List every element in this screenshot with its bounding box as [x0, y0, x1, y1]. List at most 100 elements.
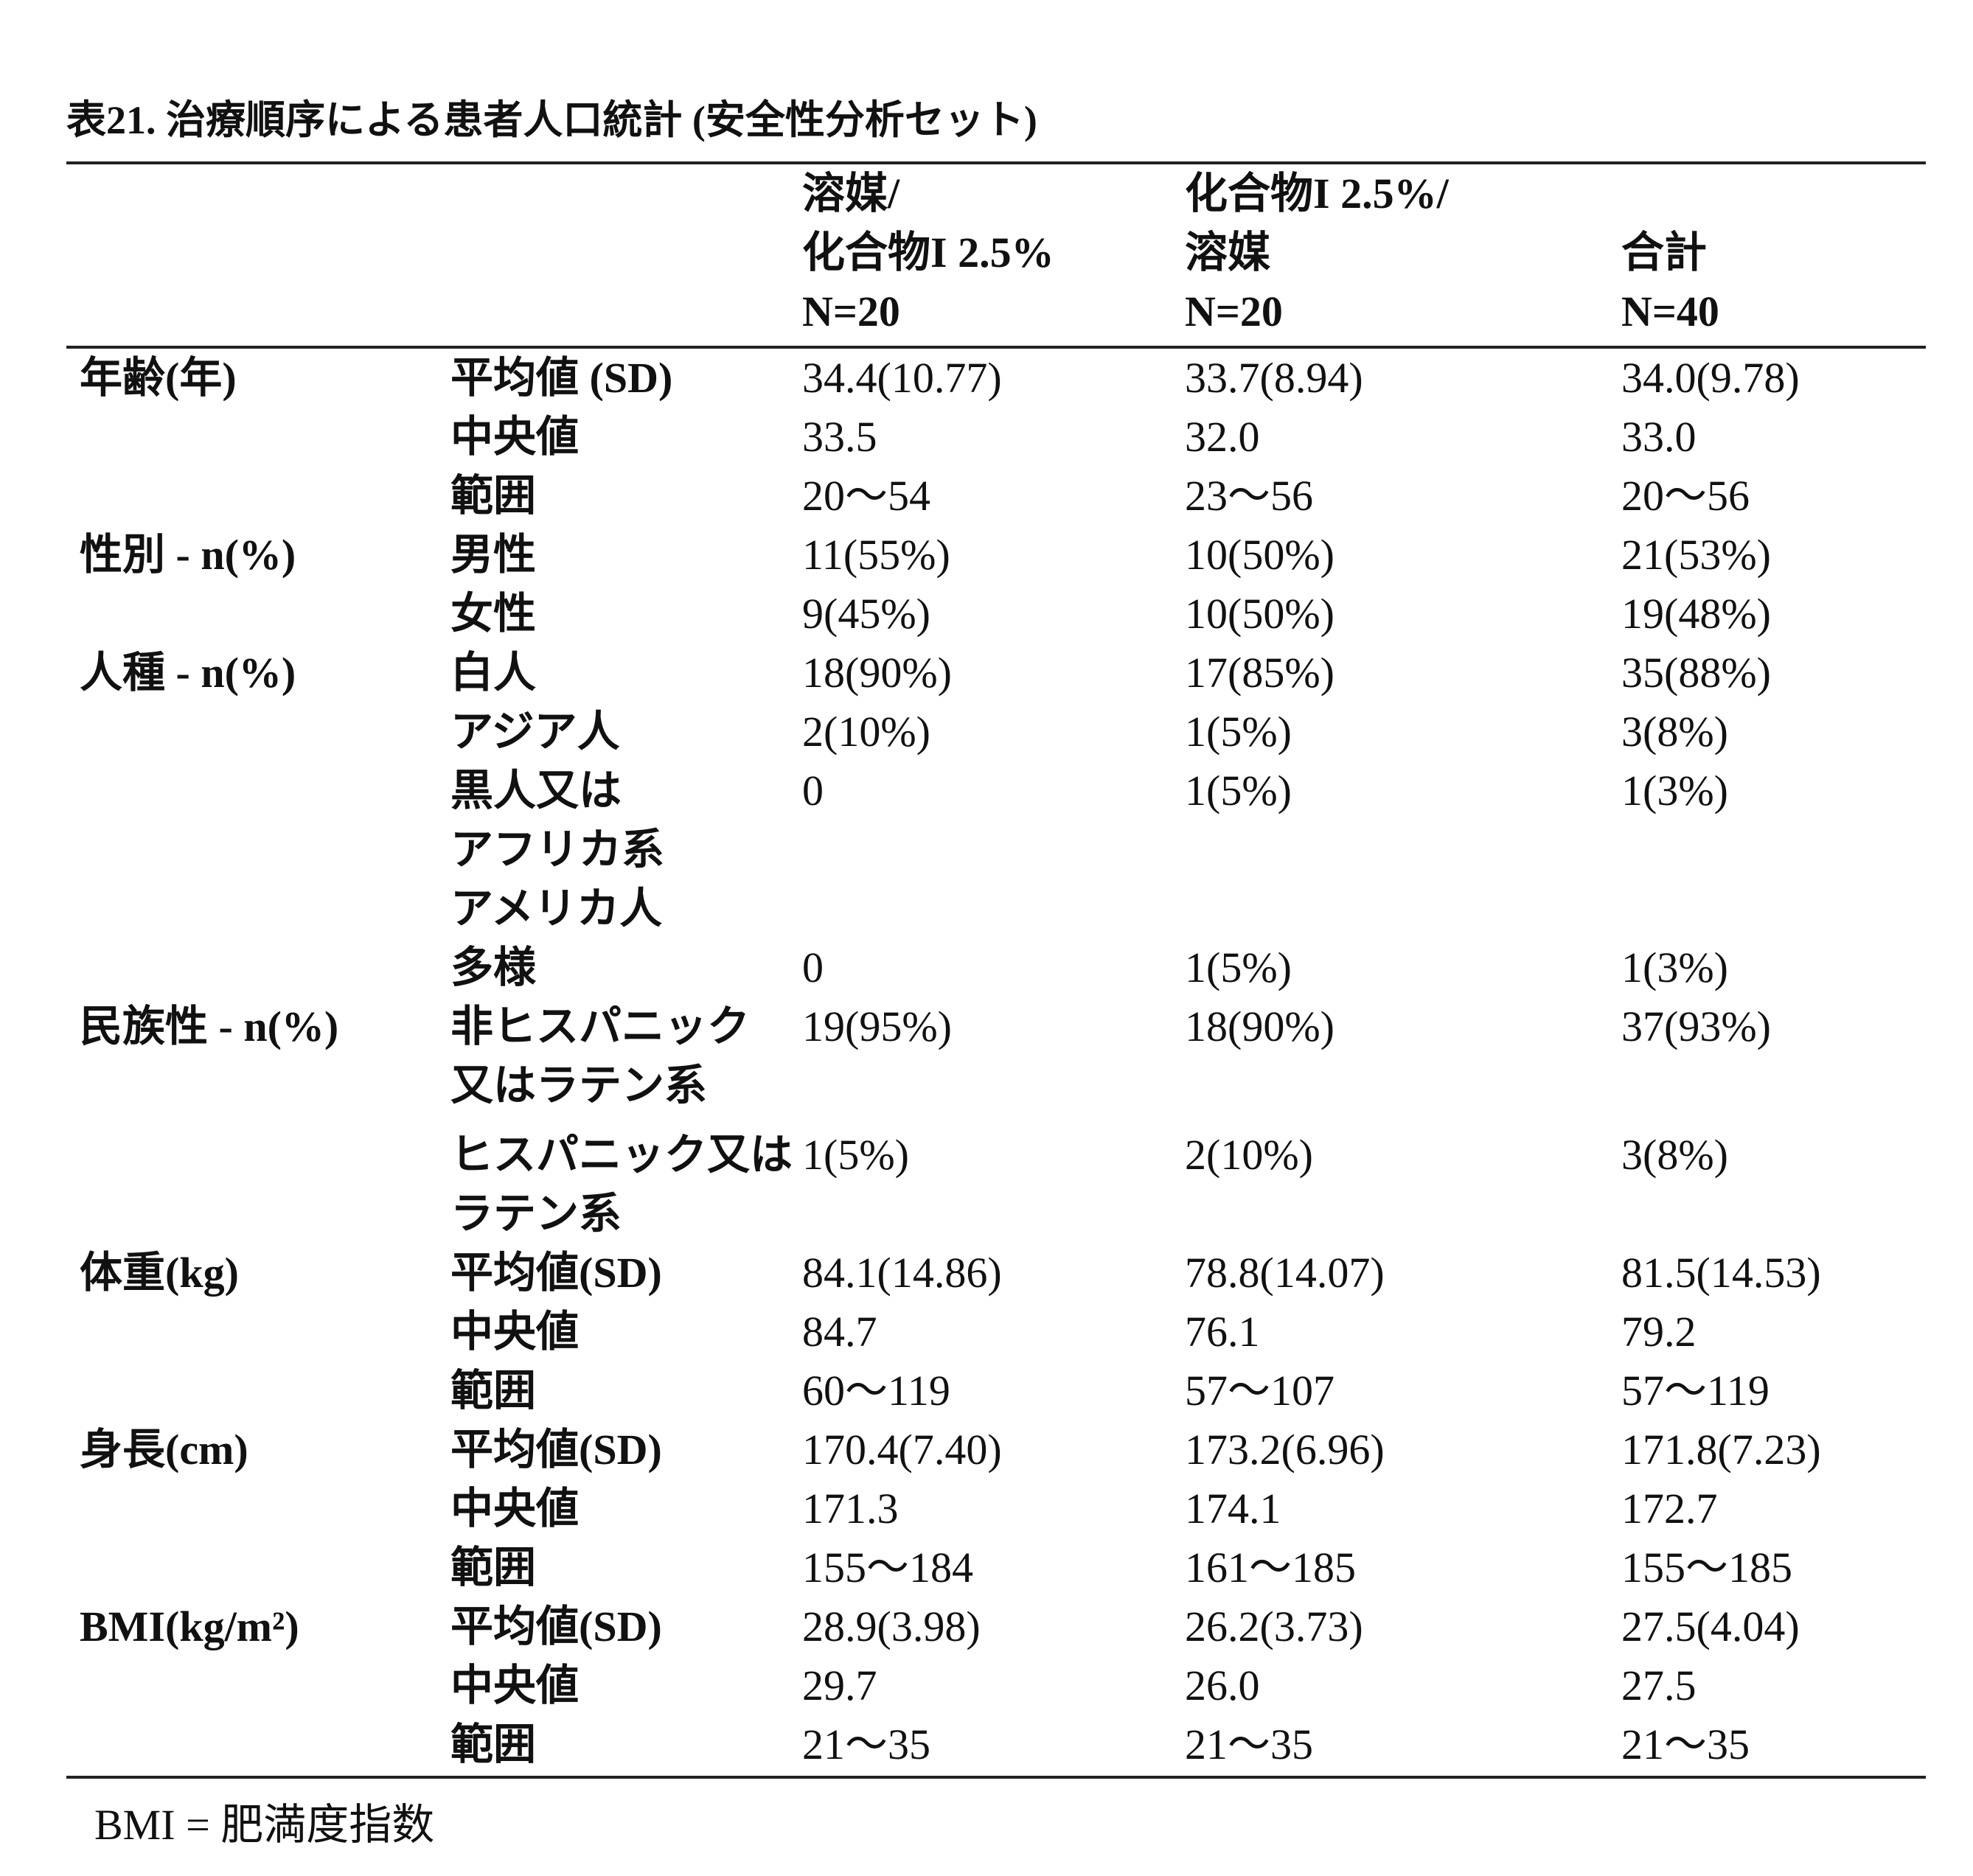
group-label: 身長(cm): [66, 1420, 450, 1479]
value-cell: 9(45%): [802, 585, 1185, 644]
group-label: 民族性 - n(%): [66, 997, 450, 1115]
value-cell: 35(88%): [1621, 644, 1926, 702]
group-label: [66, 1303, 450, 1361]
value-cell: 19(48%): [1621, 585, 1926, 644]
row-label: 中央値: [450, 1656, 802, 1715]
value-cell: 27.5(4.04): [1621, 1597, 1926, 1656]
group-label: 性別 - n(%): [66, 526, 450, 585]
table-header: 溶媒/ 化合物I 2.5% N=20化合物I 2.5%/ 溶媒 N=20合計 N…: [66, 163, 1926, 347]
value-cell: 1(5%): [1185, 702, 1621, 761]
value-cell: 17(85%): [1185, 644, 1621, 702]
group-label: [66, 1361, 450, 1420]
table-row: 民族性 - n(%)非ヒスパニック 又はラテン系19(95%)18(90%)37…: [66, 997, 1926, 1115]
value-cell: 26.2(3.73): [1185, 1597, 1621, 1656]
value-cell: 10(50%): [1185, 526, 1621, 585]
value-cell: 33.7(8.94): [1185, 347, 1621, 408]
table-row: 範囲155〜184161〜185155〜185: [66, 1538, 1926, 1597]
value-cell: 34.4(10.77): [802, 347, 1185, 408]
value-cell: 21〜35: [1621, 1715, 1926, 1777]
row-label: 範囲: [450, 1361, 802, 1420]
value-cell: 172.7: [1621, 1479, 1926, 1538]
footnote: BMI = 肥満度指数: [94, 1790, 434, 1852]
demographics-table: 溶媒/ 化合物I 2.5% N=20化合物I 2.5%/ 溶媒 N=20合計 N…: [66, 161, 1926, 1779]
group-label: [66, 408, 450, 467]
header-row: 溶媒/ 化合物I 2.5% N=20化合物I 2.5%/ 溶媒 N=20合計 N…: [66, 163, 1926, 347]
group-label: [66, 761, 450, 938]
value-cell: 174.1: [1185, 1479, 1621, 1538]
value-cell: 1(5%): [1185, 761, 1621, 938]
group-label: [66, 938, 450, 997]
row-label: 女性: [450, 585, 802, 644]
table-row: 女性9(45%)10(50%)19(48%): [66, 585, 1926, 644]
value-cell: 78.8(14.07): [1185, 1244, 1621, 1303]
value-cell: 11(55%): [802, 526, 1185, 585]
value-cell: 76.1: [1185, 1303, 1621, 1361]
value-cell: 18(90%): [802, 644, 1185, 702]
row-label: ヒスパニック又は ラテン系: [450, 1115, 802, 1244]
table-body: 年齢(年)平均値 (SD)34.4(10.77)33.7(8.94)34.0(9…: [66, 347, 1926, 1777]
table-row: 範囲60〜11957〜10757〜119: [66, 1361, 1926, 1420]
value-cell: 21〜35: [802, 1715, 1185, 1777]
value-cell: 37(93%): [1621, 997, 1926, 1115]
value-cell: 21(53%): [1621, 526, 1926, 585]
table-row: 体重(kg)平均値(SD)84.1(14.86)78.8(14.07)81.5(…: [66, 1244, 1926, 1303]
value-cell: 19(95%): [802, 997, 1185, 1115]
table-row: アジア人2(10%)1(5%)3(8%): [66, 702, 1926, 761]
value-cell: 81.5(14.53): [1621, 1244, 1926, 1303]
value-cell: 20〜54: [802, 467, 1185, 526]
value-cell: 79.2: [1621, 1303, 1926, 1361]
value-cell: 1(5%): [1185, 938, 1621, 997]
value-cell: 10(50%): [1185, 585, 1621, 644]
value-cell: 0: [802, 938, 1185, 997]
value-cell: 3(8%): [1621, 1115, 1926, 1244]
value-cell: 2(10%): [1185, 1115, 1621, 1244]
value-cell: 28.9(3.98): [802, 1597, 1185, 1656]
row-label: 白人: [450, 644, 802, 702]
table-row: 多様01(5%)1(3%): [66, 938, 1926, 997]
value-cell: 84.7: [802, 1303, 1185, 1361]
value-cell: 57〜107: [1185, 1361, 1621, 1420]
table-row: 身長(cm)平均値(SD)170.4(7.40)173.2(6.96)171.8…: [66, 1420, 1926, 1479]
group-label: [66, 1538, 450, 1597]
group-label: [66, 1115, 450, 1244]
value-cell: 26.0: [1185, 1656, 1621, 1715]
group-label: [66, 1715, 450, 1777]
header-cell: 化合物I 2.5%/ 溶媒 N=20: [1185, 163, 1621, 347]
value-cell: 21〜35: [1185, 1715, 1621, 1777]
value-cell: 171.3: [802, 1479, 1185, 1538]
value-cell: 1(5%): [802, 1115, 1185, 1244]
value-cell: 84.1(14.86): [802, 1244, 1185, 1303]
row-label: 黒人又は アフリカ系 アメリカ人: [450, 761, 802, 938]
group-label: [66, 702, 450, 761]
row-label: 中央値: [450, 1303, 802, 1361]
row-label: 平均値(SD): [450, 1420, 802, 1479]
group-label: [66, 467, 450, 526]
value-cell: 20〜56: [1621, 467, 1926, 526]
row-label: 範囲: [450, 467, 802, 526]
value-cell: 18(90%): [1185, 997, 1621, 1115]
table-row: 範囲21〜3521〜3521〜35: [66, 1715, 1926, 1777]
row-label: 平均値(SD): [450, 1597, 802, 1656]
value-cell: 155〜184: [802, 1538, 1185, 1597]
group-label: [66, 1656, 450, 1715]
group-label: 体重(kg): [66, 1244, 450, 1303]
row-label: 平均値 (SD): [450, 347, 802, 408]
value-cell: 34.0(9.78): [1621, 347, 1926, 408]
table-row: 中央値84.776.179.2: [66, 1303, 1926, 1361]
row-label: 男性: [450, 526, 802, 585]
value-cell: 171.8(7.23): [1621, 1420, 1926, 1479]
value-cell: 161〜185: [1185, 1538, 1621, 1597]
value-cell: 33.0: [1621, 408, 1926, 467]
header-cell: [66, 163, 450, 347]
group-label: 年齢(年): [66, 347, 450, 408]
value-cell: 0: [802, 761, 1185, 938]
table-row: ヒスパニック又は ラテン系1(5%)2(10%)3(8%): [66, 1115, 1926, 1244]
row-label: 範囲: [450, 1538, 802, 1597]
table-row: 中央値33.532.033.0: [66, 408, 1926, 467]
value-cell: 57〜119: [1621, 1361, 1926, 1420]
value-cell: 60〜119: [802, 1361, 1185, 1420]
table-row: 人種 - n(%)白人18(90%)17(85%)35(88%): [66, 644, 1926, 702]
value-cell: 1(3%): [1621, 938, 1926, 997]
value-cell: 3(8%): [1621, 702, 1926, 761]
